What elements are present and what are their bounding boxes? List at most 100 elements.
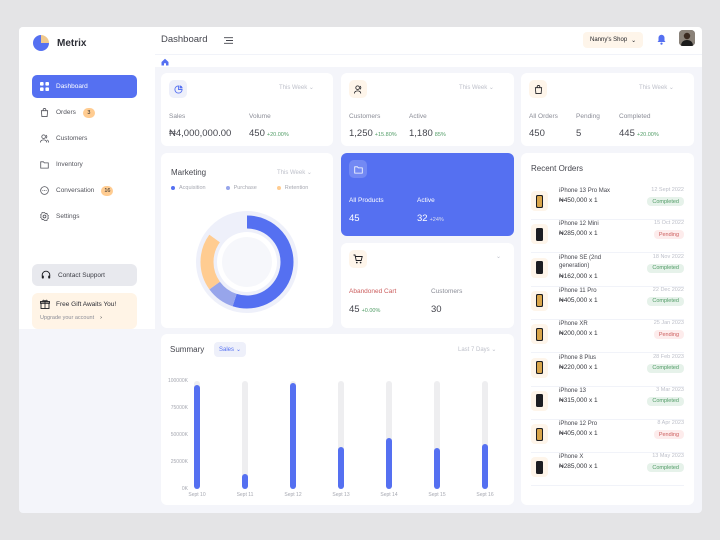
phone-icon [536,427,543,441]
sidebar-item-inventory[interactable]: Inventory [32,153,137,176]
legend-acquisition: Acquisition [171,185,206,191]
order-date: 28 Feb 2023 [653,353,684,360]
gift-promo: Free Gift Awaits You! Upgrade your accou… [32,293,137,329]
active-value: 1,180 85% [409,128,446,139]
active-products-change: +24% [429,217,444,223]
summary-filter-select[interactable]: Sales ⌄ [214,342,247,357]
logo[interactable]: Metrix [33,35,86,51]
phone-icon [536,294,543,308]
sidebar-item-label: Inventory [56,161,83,168]
order-row[interactable]: iPhone XR ₦200,000 x 1 25 Jan 2023 Pending [531,320,684,354]
product-thumbnail [531,290,548,311]
bar[interactable] [338,446,344,489]
sales-value: ₦4,000,000.00 [169,128,232,139]
order-date: 8 Apr 2023 [657,420,684,427]
status-badge: Pending [653,430,684,440]
order-date: 18 Nov 2022 [652,253,684,260]
order-row[interactable]: iPhone SE (2nd generation) ₦162,000 x 1 18… [531,254,684,287]
users-icon [40,134,49,143]
chevron-down-icon: ⌄ [491,347,497,353]
abandoned-cart-change: +0.00% [361,308,381,314]
sidebar-item-dashboard[interactable]: Dashboard [32,75,137,98]
cart-customers-value: 30 [431,304,442,315]
product-price: ₦162,000 x 1 [559,272,598,280]
order-row[interactable]: iPhone 13 Pro Max ₦450,000 x 1 12 Sept 202… [531,187,684,220]
product-thumbnail [531,390,548,411]
bar-track [338,381,344,489]
product-price: ₦285,000 x 1 [559,230,598,238]
sidebar-item-customers[interactable]: Customers [32,127,137,150]
period-label: Last 7 Days [458,347,490,353]
shop-selector[interactable]: Nanny's Shop ⌄ [583,32,644,48]
chevron-down-icon: ⌄ [306,170,312,176]
order-row[interactable]: iPhone X ₦285,000 x 1 13 May 2023 Completed [531,453,684,487]
status-badge: Pending [653,230,684,240]
abandoned-cart-number: 45 [349,304,360,315]
product-thumbnail [531,224,548,245]
summary-period-selector[interactable]: Last 7 Days ⌄ [458,346,496,353]
period-label: This Week [279,85,308,91]
product-name: iPhone 12 Pro [559,421,598,428]
order-row[interactable]: iPhone 11 Pro ₦405,000 x 1 22 Dec 2022 Comp… [531,287,684,320]
avatar[interactable] [679,30,695,46]
sidebar-nav: Dashboard Orders 3 Customers Inventory C… [32,75,137,231]
period-selector[interactable]: This Week ⌄ [459,84,494,91]
period-selector[interactable]: This Week ⌄ [277,169,312,176]
active-products-label: Active [417,197,435,204]
legend-dot [171,186,175,190]
x-axis-tick: Sept 13 [332,492,350,498]
phone-icon [536,460,543,474]
sidebar-item-conversation[interactable]: Conversation 16 [32,179,137,202]
customers-change: +15.80% [374,132,397,138]
bell-icon[interactable] [657,34,666,45]
completed-number: 445 [619,128,635,139]
order-row[interactable]: iPhone 12 Mini ₦285,000 x 1 15 Oct 2022 Pen… [531,220,684,254]
sidebar-item-label: Dashboard [56,83,88,90]
bag-icon [529,80,547,98]
order-row[interactable]: iPhone 8 Plus ₦220,000 x 1 28 Feb 2023 Comp… [531,354,684,387]
bar[interactable] [434,447,440,489]
sidebar-item-settings[interactable]: Settings [32,205,137,228]
order-row[interactable]: iPhone 13 ₦315,000 x 1 3 Mar 2023 Completed [531,387,684,420]
order-row[interactable]: iPhone 12 Pro ₦405,000 x 1 8 Apr 2023 Pendi… [531,420,684,454]
home-icon[interactable] [161,58,169,66]
upgrade-link[interactable]: Upgrade your account › [40,315,129,321]
product-price: ₦220,000 x 1 [559,363,598,371]
product-name: iPhone SE (2nd generation) [559,254,602,270]
folder-icon [349,160,367,178]
sidebar-item-label: Customers [56,135,88,142]
product-name: iPhone 13 [559,387,587,394]
chevron-down-icon[interactable]: ⌄ [496,254,502,260]
y-axis-tick: 25000K [170,459,188,465]
status-badge: Completed [647,263,684,273]
donut-segment-purchase [209,281,238,307]
abandoned-cart-value: 45 +0.00% [349,304,380,315]
period-selector[interactable]: This Week ⌄ [639,84,674,91]
period-selector[interactable]: This Week ⌄ [279,84,314,91]
bar-track [386,381,392,489]
bar[interactable] [194,385,200,489]
product-thumbnail [531,357,548,378]
contact-support-button[interactable]: Contact Support [32,264,137,286]
product-name: iPhone XR [559,321,588,328]
upgrade-label: Upgrade your account [40,315,95,321]
status-badge: Pending [653,330,684,340]
sidebar-item-orders[interactable]: Orders 3 [32,101,137,124]
recent-orders-card: Recent Orders iPhone 13 Pro Max ₦450,000 … [521,153,694,505]
gear-icon [40,212,49,221]
cart-customers-label: Customers [431,288,463,295]
bar[interactable] [290,383,296,489]
product-price: ₦450,000 x 1 [559,197,598,204]
legend-label: Purchase [233,185,257,191]
sidebar-item-label: Settings [56,213,80,220]
headset-icon [41,270,51,279]
bar[interactable] [482,443,488,489]
period-label: This Week [639,85,668,91]
orders-count-badge: 3 [82,107,95,118]
bar[interactable] [386,438,392,489]
phone-icon [536,261,543,275]
bar[interactable] [242,473,248,489]
menu-icon[interactable] [224,37,233,44]
dashboard-window: Metrix Dashboard Orders 3 Customers Inve… [19,27,702,513]
completed-label: Completed [619,113,651,120]
